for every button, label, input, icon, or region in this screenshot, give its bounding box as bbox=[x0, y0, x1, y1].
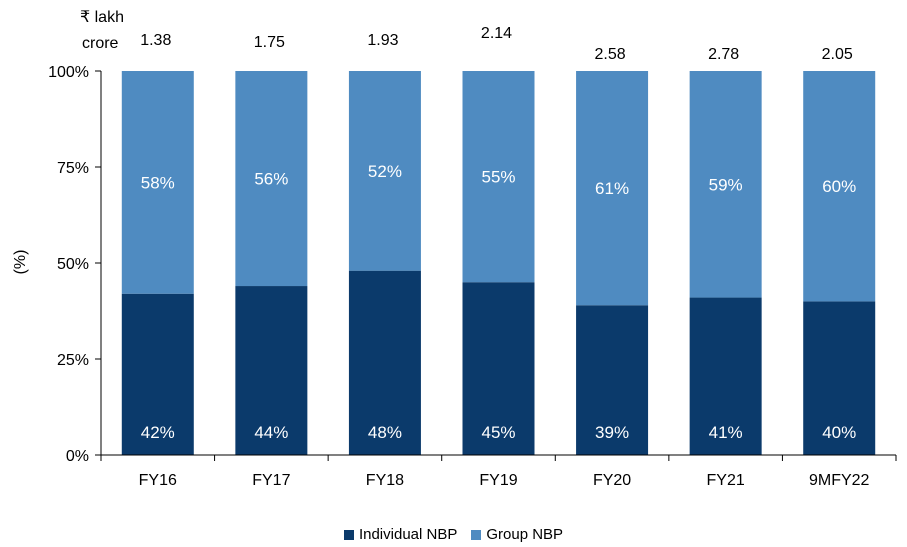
data-label-individual: 44% bbox=[254, 423, 288, 442]
x-tick-label: 9MFY22 bbox=[809, 472, 870, 489]
bar-group-nbp bbox=[689, 71, 762, 298]
data-label-group: 59% bbox=[709, 175, 743, 194]
total-label: 2.05 bbox=[822, 46, 853, 63]
legend-swatch-individual bbox=[343, 529, 354, 540]
data-label-individual: 42% bbox=[141, 423, 175, 442]
data-label-group: 58% bbox=[141, 173, 175, 192]
data-label-individual: 39% bbox=[595, 423, 629, 442]
bar-group-nbp bbox=[576, 71, 649, 306]
bar-individual-nbp bbox=[462, 282, 535, 455]
data-label-individual: 45% bbox=[481, 423, 515, 442]
total-label: 1.75 bbox=[254, 34, 285, 51]
bar-individual-nbp bbox=[803, 301, 876, 455]
bar-group-nbp bbox=[462, 71, 535, 283]
unit-label: ₹ lakh crore bbox=[80, 9, 124, 52]
legend-item-group: Group NBP bbox=[471, 526, 563, 543]
x-tick-label: FY18 bbox=[366, 472, 404, 489]
legend-label-individual: Individual NBP bbox=[358, 526, 458, 543]
bar-individual-nbp bbox=[689, 297, 762, 455]
data-label-group: 61% bbox=[595, 179, 629, 198]
bar-individual-nbp bbox=[121, 293, 194, 455]
total-label: 2.14 bbox=[481, 25, 512, 42]
y-axis: 0% 25% 50% 75% 100% bbox=[48, 64, 102, 465]
legend-swatch-group bbox=[471, 529, 482, 540]
bar-individual-nbp bbox=[235, 286, 308, 455]
y-tick-label: 0% bbox=[66, 448, 89, 465]
total-label: 1.38 bbox=[140, 32, 171, 49]
x-tick-label: FY19 bbox=[479, 472, 517, 489]
bars: 42% 58% 44% 56% 48% 52% 45% 55% 39% 61% 41% 59% 40% 6… bbox=[121, 71, 876, 455]
y-tick-label: 50% bbox=[57, 256, 89, 273]
data-label-individual: 48% bbox=[368, 423, 402, 442]
data-label-group: 60% bbox=[822, 177, 856, 196]
data-label-group: 52% bbox=[368, 162, 402, 181]
y-tick-label: 25% bbox=[57, 352, 89, 369]
total-label: 1.93 bbox=[367, 32, 398, 49]
x-axis: FY16 FY17 FY18 FY19 FY20 FY21 9MFY22 bbox=[100, 454, 897, 489]
legend-item-individual: Individual NBP bbox=[343, 526, 458, 543]
y-axis-label: (%) bbox=[12, 250, 29, 275]
data-label-group: 56% bbox=[254, 170, 288, 189]
bar-group-nbp bbox=[803, 71, 876, 302]
bar-group-nbp bbox=[235, 71, 308, 287]
x-tick-label: FY20 bbox=[593, 472, 631, 489]
total-label: 2.78 bbox=[708, 46, 739, 63]
data-label-individual: 40% bbox=[822, 423, 856, 442]
bar-group-nbp bbox=[348, 71, 421, 271]
legend-label-group: Group NBP bbox=[486, 526, 564, 543]
bar-individual-nbp bbox=[576, 305, 649, 455]
x-tick-label: FY17 bbox=[252, 472, 290, 489]
data-label-individual: 41% bbox=[709, 423, 743, 442]
y-tick-label: 100% bbox=[48, 64, 89, 81]
unit-label-line-1: ₹ lakh bbox=[80, 9, 124, 26]
total-labels: 1.38 1.75 1.93 2.14 2.58 2.78 2.05 bbox=[140, 25, 853, 63]
x-tick-label: FY16 bbox=[139, 472, 177, 489]
data-label-group: 55% bbox=[481, 168, 515, 187]
legend: Individual NBP Group NBP bbox=[0, 526, 907, 543]
bar-individual-nbp bbox=[348, 270, 421, 455]
unit-label-line-2: crore bbox=[82, 35, 119, 52]
bar-group-nbp bbox=[121, 71, 194, 294]
total-label: 2.58 bbox=[595, 46, 626, 63]
x-tick-label: FY21 bbox=[707, 472, 745, 489]
y-tick-label: 75% bbox=[57, 160, 89, 177]
